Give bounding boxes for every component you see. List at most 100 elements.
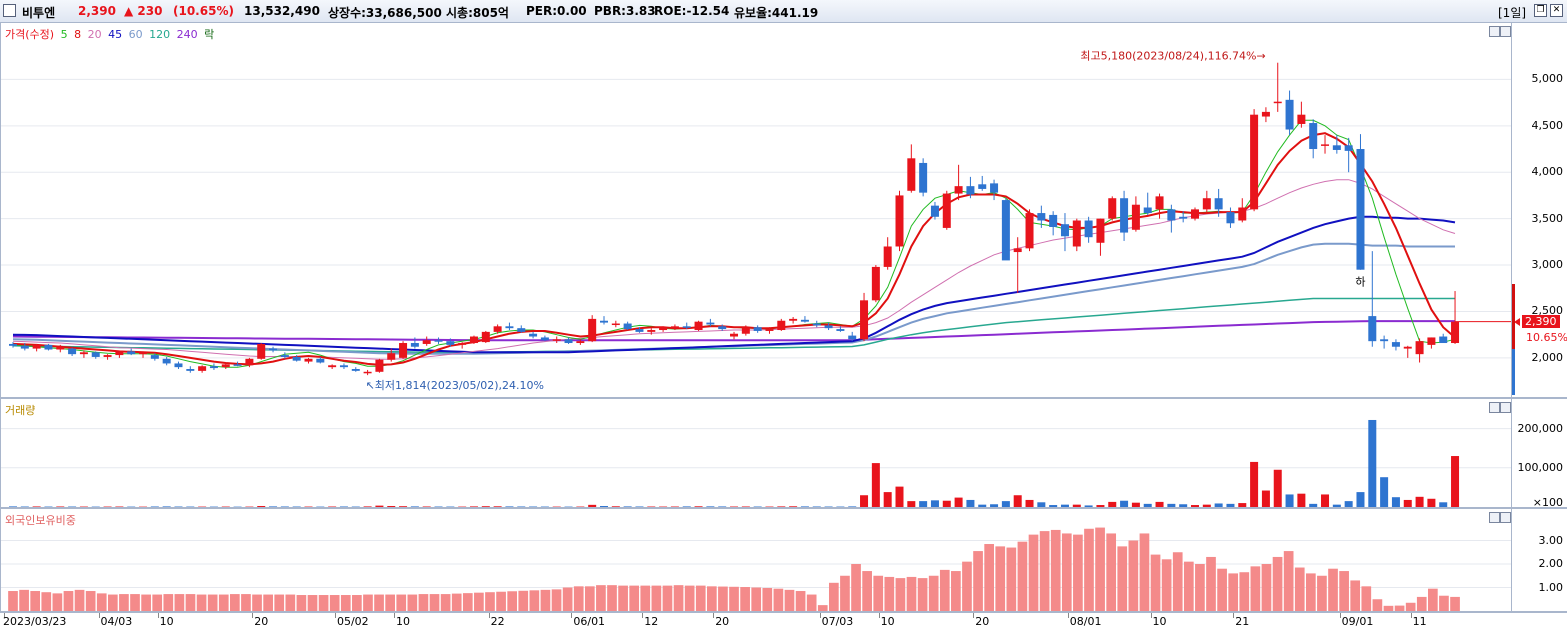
foreign-bar <box>1173 552 1183 611</box>
foreign-bar <box>685 586 695 611</box>
candle-body <box>813 324 821 326</box>
foreign-bar <box>674 585 684 611</box>
market-cap: 시총:805억 <box>446 4 509 21</box>
volume-bar <box>1073 505 1081 507</box>
candle-body <box>1262 112 1270 117</box>
candle-body <box>1014 248 1022 252</box>
volume-bar <box>1108 502 1116 507</box>
volume-bar <box>990 504 998 507</box>
volume-pane[interactable]: 거래량 <box>0 398 1512 508</box>
candle-body <box>1250 115 1258 210</box>
foreign-bar <box>319 595 329 611</box>
candle-body <box>44 345 52 350</box>
candle-body <box>364 372 372 374</box>
select-checkbox[interactable] <box>3 4 16 17</box>
foreign-bar <box>352 595 362 611</box>
volume-bar <box>1356 492 1364 507</box>
volume-bar <box>1262 491 1270 507</box>
pane-maximize-icon[interactable] <box>1500 512 1511 523</box>
x-tick-label: 06/01 <box>573 615 605 628</box>
candle-body <box>789 319 797 321</box>
close-window-icon[interactable]: ✕ <box>1550 4 1563 17</box>
candle-body <box>1333 145 1341 150</box>
volume-bar <box>517 506 525 507</box>
candle-body <box>1309 123 1317 149</box>
period-selector[interactable]: [1일] <box>1498 4 1526 21</box>
candle-body <box>234 364 242 366</box>
foreign-bar <box>707 586 717 611</box>
volume-bar <box>978 505 986 507</box>
candle-body <box>612 324 620 326</box>
volume-bar <box>1156 502 1164 507</box>
volume-bar <box>1002 501 1010 507</box>
foreign-bar <box>884 577 894 611</box>
legend-ma240: 240 <box>177 28 198 41</box>
foreign-bar <box>452 594 462 611</box>
legend-ma5: 5 <box>61 28 68 41</box>
foreign-bar <box>1117 546 1127 611</box>
volume-bar <box>1274 470 1282 507</box>
volume-bar <box>1309 504 1317 507</box>
foreign-pane[interactable]: 외국인보유비중 <box>0 508 1512 612</box>
candle-body <box>1297 115 1305 124</box>
candle-body <box>352 369 360 371</box>
pane-minimize-icon[interactable] <box>1489 402 1500 413</box>
restore-window-icon[interactable]: ❐ <box>1534 4 1547 17</box>
foreign-bar <box>86 591 96 611</box>
foreign-bar <box>1251 566 1261 611</box>
foreign-bar <box>1106 533 1116 611</box>
x-tick-label: 22 <box>491 615 505 628</box>
foreign-bar <box>751 588 761 612</box>
foreign-bar <box>696 586 706 611</box>
volume-bar <box>482 506 490 507</box>
volume-bar <box>375 506 383 507</box>
candle-body <box>222 364 230 367</box>
foreign-bar <box>274 595 284 611</box>
foreign-bar <box>1029 535 1039 611</box>
candle-body <box>671 326 679 328</box>
foreign-bar <box>297 595 307 611</box>
volume-bar <box>683 506 691 507</box>
volume-bar <box>1250 462 1258 507</box>
x-tick-label: 10 <box>1153 615 1167 628</box>
x-tick-label: 12 <box>644 615 658 628</box>
candle-body <box>683 326 691 328</box>
pane-minimize-icon[interactable] <box>1489 512 1500 523</box>
candle-body <box>198 366 206 371</box>
foreign-bar <box>840 576 850 611</box>
pane-minimize-icon[interactable] <box>1489 26 1500 37</box>
candle-body <box>305 359 313 362</box>
candle-body <box>1191 209 1199 218</box>
foreign-bar <box>563 588 573 612</box>
candle-body <box>1380 339 1388 341</box>
volume-bar <box>1380 477 1388 507</box>
x-tick <box>879 613 880 618</box>
candle-body <box>529 334 537 337</box>
foreign-bar <box>1228 573 1238 611</box>
x-tick-label: 08/01 <box>1070 615 1102 628</box>
volume-bar <box>1014 495 1022 507</box>
x-tick <box>642 613 643 618</box>
candle-body <box>1061 224 1069 236</box>
foreign-bar <box>1239 572 1249 611</box>
listed-shares: 상장수:33,686,500 <box>328 4 442 21</box>
foreign-bar <box>896 578 906 611</box>
candle-body <box>1026 213 1034 248</box>
price-pane[interactable]: 최고5,180(2023/08/24),116.74%→↖최저1,814(202… <box>0 22 1512 398</box>
foreign-tick-label: 1.00 <box>1539 581 1564 594</box>
foreign-bar <box>862 571 872 611</box>
candle-body <box>33 345 41 349</box>
foreign-bar <box>30 591 40 611</box>
foreign-bar <box>663 586 673 611</box>
volume-bar <box>1132 503 1140 507</box>
volume-chart-svg <box>1 399 1511 507</box>
stock-header: 비투엔 2,390 ▲ 230 (10.65%) 13,532,490 상장수:… <box>0 0 1567 23</box>
x-tick <box>1411 613 1412 618</box>
foreign-bar <box>507 591 517 611</box>
volume-bar <box>1226 504 1234 507</box>
pane-maximize-icon[interactable] <box>1500 402 1511 413</box>
foreign-bar <box>618 586 628 611</box>
volume-bar <box>1439 502 1447 507</box>
volume-bar <box>1179 504 1187 507</box>
pane-maximize-icon[interactable] <box>1500 26 1511 37</box>
